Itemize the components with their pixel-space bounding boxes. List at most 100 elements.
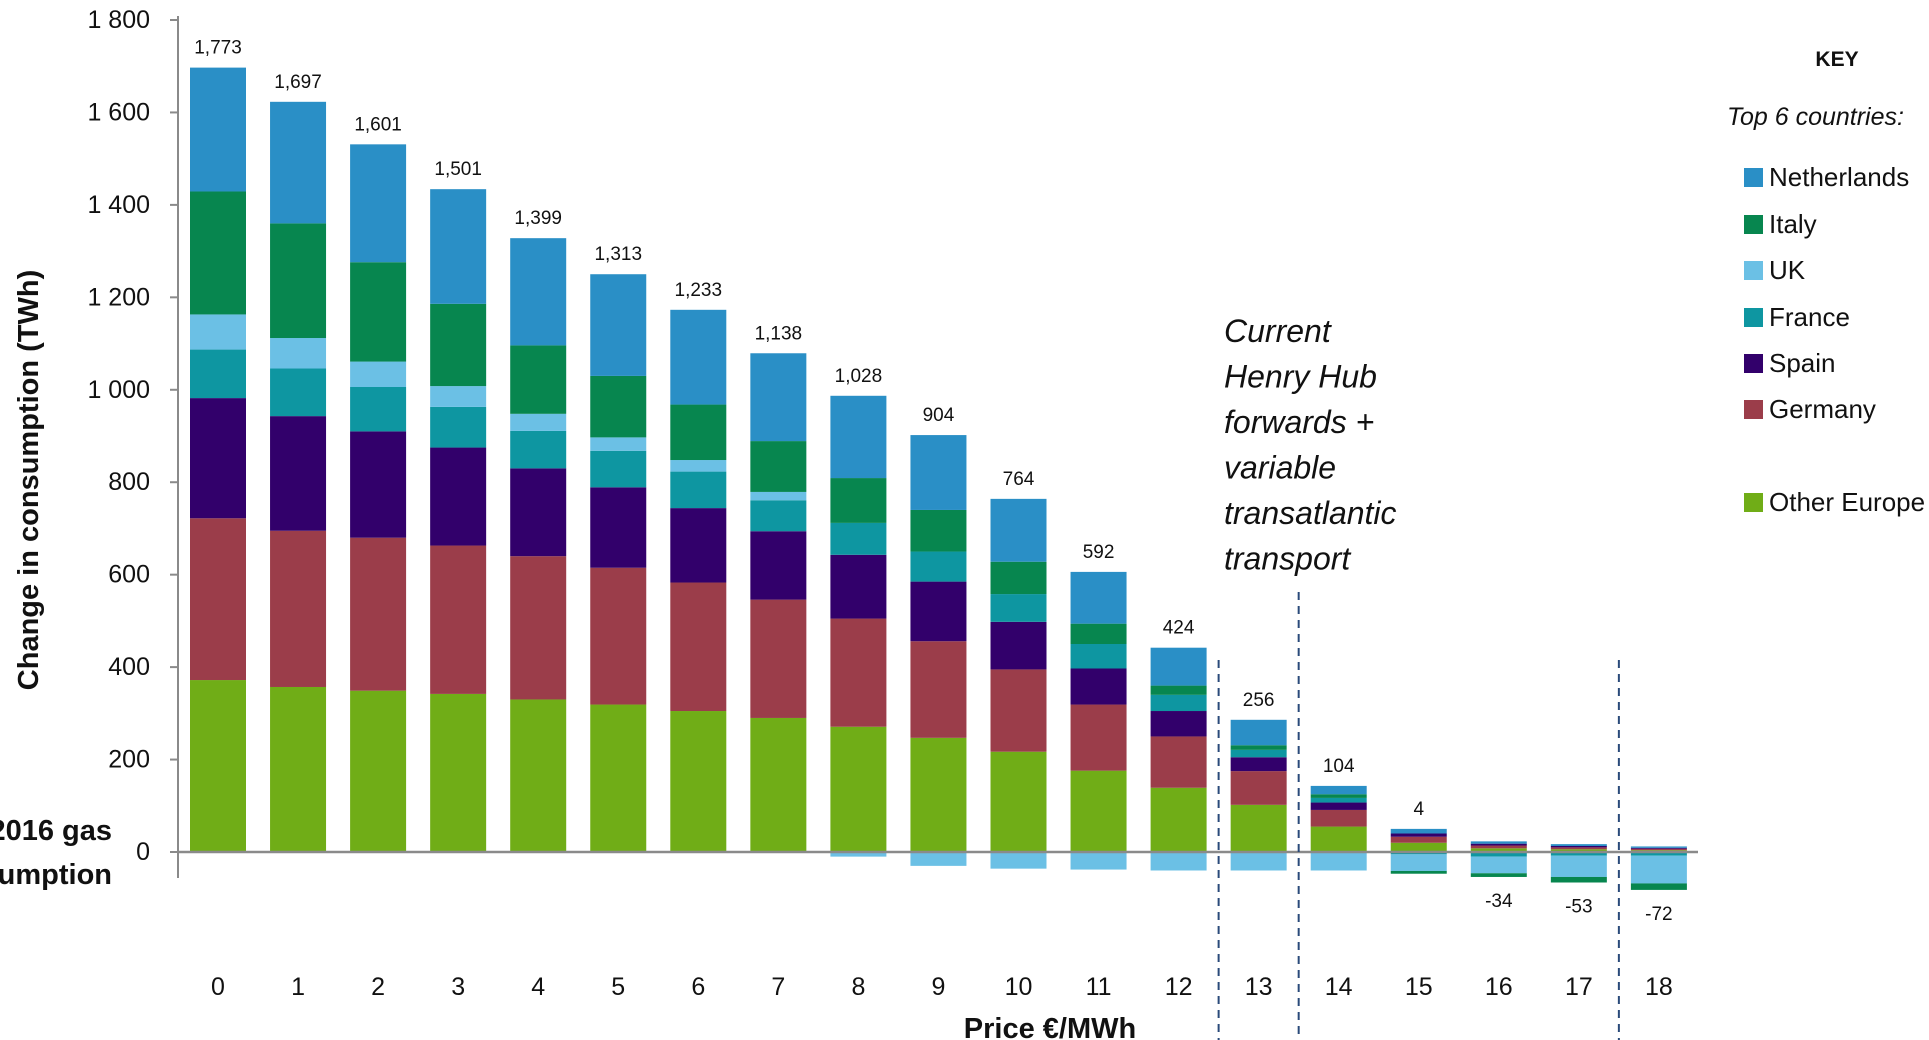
bar-segment bbox=[1470, 848, 1527, 852]
bar-segment bbox=[590, 375, 647, 438]
bar-segment bbox=[910, 852, 967, 866]
data-label: 256 bbox=[1243, 690, 1275, 711]
bar-segment bbox=[910, 737, 967, 852]
bar-segment bbox=[350, 262, 407, 362]
bar-segment bbox=[990, 852, 1047, 869]
bar-segment bbox=[430, 386, 487, 407]
bar-segment bbox=[670, 309, 727, 405]
bar-segment bbox=[1550, 852, 1607, 856]
legend-label: France bbox=[1769, 302, 1850, 332]
bar-segment bbox=[1550, 844, 1607, 846]
bar-segment bbox=[670, 711, 727, 852]
bar-segment bbox=[270, 223, 327, 339]
bar-segment bbox=[1390, 854, 1447, 871]
bar-segment bbox=[1150, 694, 1207, 712]
bar-segment bbox=[1070, 770, 1127, 852]
bar-segment bbox=[1630, 852, 1687, 856]
bar-segment bbox=[1070, 704, 1127, 771]
labels: 0 1 2 3 4 5 6 7 8 9 10 11 12 13 14 15 16 17 181,7731,6971,… bbox=[0, 38, 1673, 1040]
data-label: 4 bbox=[1413, 799, 1424, 820]
bar-segment bbox=[590, 437, 647, 451]
y-tick-label: 1 200 bbox=[87, 283, 150, 311]
bar-segment bbox=[1310, 785, 1367, 795]
x-tick-label: 18 bbox=[1645, 973, 1673, 1001]
x-tick-label: 5 bbox=[611, 973, 625, 1001]
bar-segment bbox=[750, 353, 807, 442]
annotation-text: transatlantic bbox=[1224, 495, 1397, 531]
x-axis-title: Price €/MWh bbox=[964, 1013, 1136, 1040]
bar-segment bbox=[430, 189, 487, 304]
legend-title: KEY bbox=[1815, 48, 1858, 71]
bar-segment bbox=[1150, 852, 1207, 871]
bar-segment bbox=[590, 274, 647, 376]
y-tick-label: 1 800 bbox=[87, 6, 150, 34]
bar-segment bbox=[990, 751, 1047, 852]
legend-label: Netherlands bbox=[1769, 162, 1909, 192]
x-tick-label: 1 bbox=[291, 973, 305, 1001]
bar-segment bbox=[190, 67, 246, 192]
bar-segment bbox=[830, 618, 887, 727]
bar-segment bbox=[350, 431, 407, 538]
y-tick-label: 0 bbox=[136, 838, 150, 866]
bar-segment bbox=[1470, 852, 1527, 857]
y-tick-label: 1 000 bbox=[87, 376, 150, 404]
annotation: Current Henry Hub forwards + variable transa… bbox=[1217, 313, 1620, 1040]
bar-segment bbox=[190, 518, 246, 681]
bar-segment bbox=[350, 387, 407, 432]
bar-segment bbox=[750, 441, 807, 492]
bar-segment bbox=[670, 582, 727, 712]
bar-segment bbox=[1550, 855, 1607, 877]
bar-segment bbox=[1230, 771, 1287, 805]
bar-segment bbox=[910, 435, 967, 510]
bar-segment bbox=[1310, 794, 1367, 798]
legend-swatch bbox=[1744, 400, 1763, 419]
bar-segment bbox=[270, 416, 327, 531]
bar-segment bbox=[750, 491, 807, 501]
bar-segment bbox=[1230, 749, 1287, 758]
bar-segment bbox=[430, 693, 487, 852]
bar-segment bbox=[910, 509, 967, 552]
bar-segment bbox=[270, 368, 327, 417]
bar-segment bbox=[1390, 828, 1447, 834]
bar-segment bbox=[1310, 852, 1367, 871]
bar-segment bbox=[590, 704, 647, 852]
bar-segment bbox=[670, 471, 727, 509]
baseline-label: 2016 gas bbox=[0, 815, 112, 847]
x-tick-label: 15 bbox=[1405, 973, 1433, 1001]
bar-segment bbox=[1630, 847, 1687, 849]
bar-segment bbox=[1230, 719, 1287, 746]
data-label: 1,138 bbox=[755, 323, 803, 344]
y-tick-label: 800 bbox=[108, 468, 150, 496]
annotation-text: variable bbox=[1224, 450, 1336, 486]
x-tick-label: 17 bbox=[1565, 973, 1593, 1001]
data-label: 1,501 bbox=[434, 159, 482, 180]
data-label: -34 bbox=[1485, 891, 1513, 912]
legend: KEY Top 6 countries: Netherlands Italy UK Fra… bbox=[1727, 48, 1925, 517]
bar-segment bbox=[1150, 685, 1207, 695]
x-tick-label: 11 bbox=[1086, 973, 1112, 1001]
bar-segment bbox=[1470, 845, 1527, 849]
x-tick-label: 4 bbox=[531, 973, 545, 1001]
bar-segment bbox=[1230, 757, 1287, 772]
bar-segment bbox=[350, 690, 407, 852]
axes: 0 200 400 600 800 1 000 1 200 1 400 1 600 1 800 bbox=[87, 6, 1698, 878]
bar-segment bbox=[510, 345, 567, 414]
bar-segment bbox=[350, 361, 407, 388]
y-axis-title: Change in consumption (TWh) bbox=[13, 270, 45, 690]
x-tick-label: 8 bbox=[851, 973, 865, 1001]
bar-segment bbox=[1630, 846, 1687, 848]
x-tick-label: 14 bbox=[1325, 973, 1353, 1001]
bar-segment bbox=[750, 500, 807, 532]
bar-segment bbox=[1070, 668, 1127, 705]
bar-segment bbox=[1230, 745, 1287, 750]
bar-segment bbox=[1470, 873, 1527, 877]
data-label: -53 bbox=[1565, 897, 1592, 918]
x-tick-label: 7 bbox=[771, 973, 785, 1001]
legend-label: Other Europe bbox=[1769, 487, 1925, 517]
annotation-text: Henry Hub bbox=[1224, 359, 1377, 395]
bar-segment bbox=[1070, 571, 1127, 624]
legend-swatch bbox=[1744, 354, 1763, 373]
bar-segment bbox=[1390, 842, 1447, 852]
bar-segment bbox=[1470, 843, 1527, 846]
